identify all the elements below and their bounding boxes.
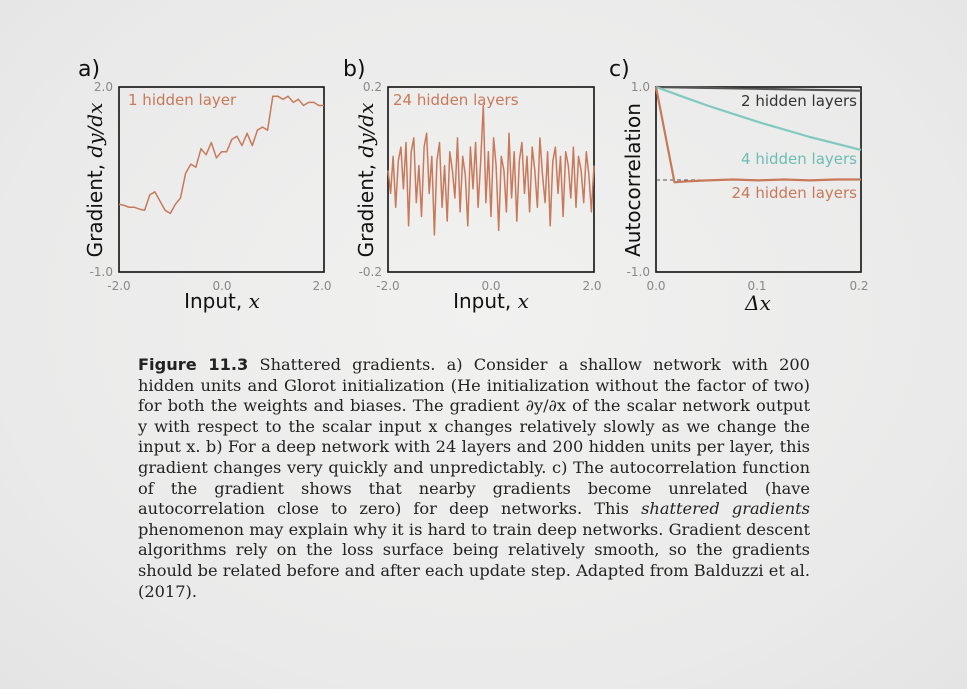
panel-b-xlabel: Input, x xyxy=(453,289,529,313)
panel-c-series-label-4-layers: 4 hidden layers xyxy=(741,150,857,168)
panel-a: a) 2.0 -1.0 -2.0 0.0 2.0 Input, x Gradie… xyxy=(78,57,332,313)
panel-c-xtick-mid: 0.1 xyxy=(747,279,766,293)
panel-c-series-label-2-layers: 2 hidden layers xyxy=(741,92,857,110)
panel-a-ylabel: Gradient, dy/dx xyxy=(83,103,107,258)
panel-a-ytick-top: 2.0 xyxy=(94,80,113,94)
panel-b-series-label: 24 hidden layers xyxy=(393,91,519,109)
panel-c-series-line-1 xyxy=(655,85,862,151)
panel-c-series-group xyxy=(654,85,862,184)
panel-c-letter: c) xyxy=(609,57,630,82)
panel-b-xtick-mid: 0.0 xyxy=(481,279,500,293)
panel-a-xtick-left: -2.0 xyxy=(107,279,130,293)
panel-c-ytick-top: 1.0 xyxy=(631,80,650,94)
panel-a-series-label: 1 hidden layer xyxy=(128,91,237,109)
caption-figure-label: Figure 11.3 xyxy=(138,355,249,374)
panel-c-xlabel: Δx xyxy=(744,291,771,315)
panel-a-xtick-right: 2.0 xyxy=(312,279,331,293)
panel-b-series-line-0 xyxy=(387,104,595,236)
panel-c-series-line-2 xyxy=(654,86,861,184)
caption-text-part-2: phenomenon may explain why it is hard to… xyxy=(138,519,810,601)
panel-c-ytick-bottom: -1.0 xyxy=(627,265,650,279)
figure-caption: Figure 11.3 Shattered gradients. a) Cons… xyxy=(138,355,810,602)
panel-b-ytick-bottom: -0.2 xyxy=(359,265,382,279)
panel-c: c) 1.0 -1.0 0.0 0.1 0.2 Δx Autocorrelati… xyxy=(609,57,869,315)
panel-a-xtick-mid: 0.0 xyxy=(212,279,231,293)
panel-b-xtick-left: -2.0 xyxy=(376,279,399,293)
panel-a-series-line-0 xyxy=(118,95,324,215)
panel-c-series-label-24-layers: 24 hidden layers xyxy=(731,184,857,202)
panel-a-series-group xyxy=(118,95,324,215)
panel-c-ylabel: Autocorrelation xyxy=(621,103,645,257)
panel-b: b) 0.2 -0.2 -2.0 0.0 2.0 Input, x Gradie… xyxy=(343,57,602,313)
panel-a-xlabel: Input, x xyxy=(184,289,260,313)
panel-b-ylabel: Gradient, dy/dx xyxy=(354,103,378,258)
panel-b-ytick-top: 0.2 xyxy=(363,80,382,94)
caption-italic-term: shattered gradients xyxy=(641,499,810,519)
caption-text-part-1: Shattered gradients. a) Consider a shall… xyxy=(138,355,810,519)
panel-c-xtick-right: 0.2 xyxy=(849,279,868,293)
panel-b-letter: b) xyxy=(343,57,366,82)
panel-c-series-line-0 xyxy=(655,85,862,92)
figure-panels: a) 2.0 -1.0 -2.0 0.0 2.0 Input, x Gradie… xyxy=(78,57,869,315)
panel-a-letter: a) xyxy=(78,57,100,82)
panel-a-plot-frame xyxy=(118,86,325,273)
panel-c-xtick-left: 0.0 xyxy=(646,279,665,293)
panel-b-xtick-right: 2.0 xyxy=(582,279,601,293)
panel-a-ytick-bottom: -1.0 xyxy=(90,265,113,279)
panel-b-series-group xyxy=(387,104,595,236)
panel-b-plot-frame xyxy=(387,86,595,273)
